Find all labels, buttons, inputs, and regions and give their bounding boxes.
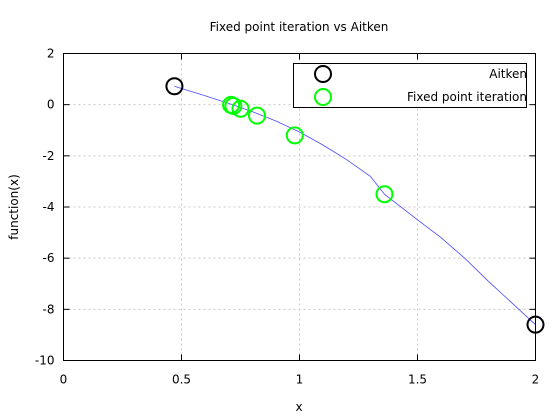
y-tick-label: -6 [43,251,55,265]
fixed-point-iteration-point [222,95,241,114]
curve-layer [174,85,536,325]
function-curve [174,85,536,325]
y-tick-label: -2 [43,149,55,163]
y-tick-label: -10 [35,354,55,368]
chart-title: Fixed point iteration vs Aitken [210,20,389,34]
points-layer [165,77,545,334]
axis-ticks: 0 0.5 1 1.5 2 2 0 -2 -4 -6 -8 -10 [35,47,539,387]
legend-box [293,63,527,108]
x-tick-label: 0.5 [172,373,191,387]
fixed-point-iteration-point [375,185,394,204]
x-tick-label: 1.5 [408,373,427,387]
y-tick-label: -8 [43,302,55,316]
legend-label-aitken: Aitken [489,67,527,81]
fixed-point-iteration-point [285,126,304,145]
x-tick-label: 0 [60,373,68,387]
legend-label-fixed-point-iteration: Fixed point iteration [407,90,527,104]
y-tick-label: -4 [43,200,55,214]
x-axis-label: x [295,400,302,414]
legend-marker-fixed-point-iteration [314,88,332,106]
fixed-point-iteration-point [248,106,267,125]
x-tick-label: 1 [296,373,304,387]
y-axis-label: function(x) [7,174,21,239]
aitken-point [165,77,184,96]
y-tick-label: 0 [47,98,55,112]
x-tick-label: 2 [532,373,540,387]
legend: Aitken Fixed point iteration [293,63,527,108]
legend-marker-aitken [314,65,332,83]
y-tick-label: 2 [47,47,55,61]
